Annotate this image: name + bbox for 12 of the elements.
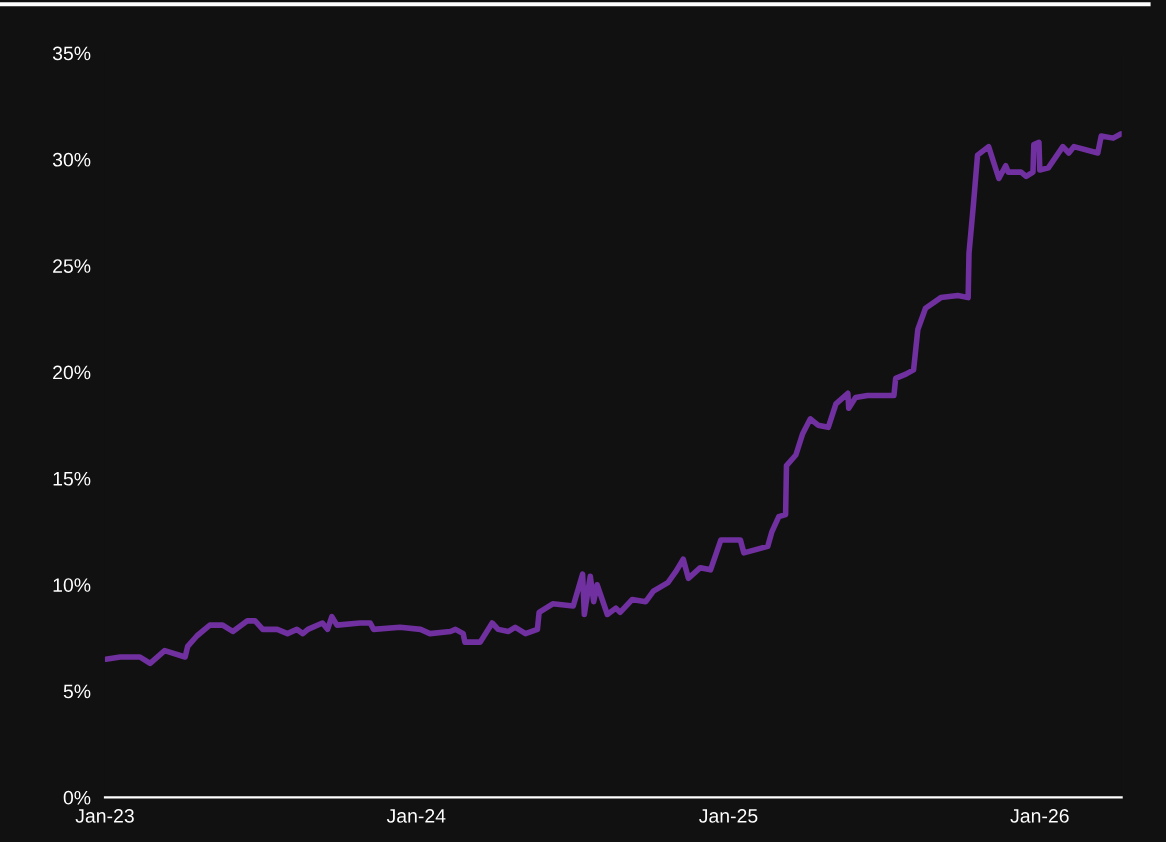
y-tick-label: 25% <box>53 259 91 273</box>
y-tick-label: 30% <box>52 152 91 167</box>
y-tick-label: 20% <box>53 365 91 380</box>
x-tick-label: Jan-23 <box>75 809 134 823</box>
x-tick-label: Jan-26 <box>1010 809 1069 823</box>
y-tick-label: 10% <box>53 578 91 592</box>
y-tick-label: 15% <box>53 471 91 486</box>
y-tick-label: 0% <box>63 790 91 805</box>
x-tick-label: Jan-24 <box>386 809 446 823</box>
x-tick-label: Jan-25 <box>699 809 758 823</box>
y-tick-label: 35% <box>52 46 91 61</box>
y-tick-label: 5% <box>63 684 91 699</box>
